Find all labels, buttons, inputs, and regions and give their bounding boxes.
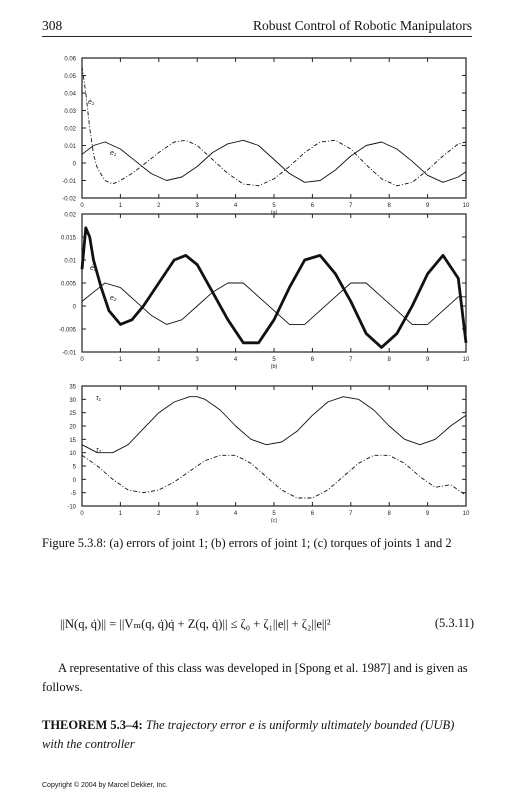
series-line-0-0 bbox=[81, 66, 467, 187]
y-tick-label: 0 bbox=[73, 305, 77, 311]
y-tick-label: -0.01 bbox=[62, 179, 76, 185]
y-tick-label: 15 bbox=[69, 438, 76, 444]
x-tick-label: 1 bbox=[119, 203, 123, 209]
theorem-block: THEOREM 5.3–4: The trajectory error e is… bbox=[42, 716, 474, 754]
y-tick-label: 0.005 bbox=[61, 282, 77, 288]
curve-annotation: ė₂ bbox=[90, 265, 97, 272]
x-tick-label: 2 bbox=[157, 203, 161, 209]
x-tick-label: 5 bbox=[272, 203, 276, 209]
x-tick-label: 4 bbox=[234, 511, 238, 517]
y-tick-label: 0.01 bbox=[64, 144, 76, 150]
y-tick-label: 0.015 bbox=[61, 236, 77, 242]
x-tick-label: 3 bbox=[196, 203, 200, 209]
x-tick-label: 7 bbox=[349, 203, 353, 209]
x-tick-label: 7 bbox=[349, 357, 353, 363]
x-tick-label: 0 bbox=[80, 511, 84, 517]
x-tick-label: 6 bbox=[311, 203, 315, 209]
x-tick-label: 10 bbox=[463, 357, 470, 363]
curve-annotation: τ₁ bbox=[96, 395, 102, 402]
theorem-text: The trajectory error e is uniformly ulti… bbox=[42, 718, 455, 751]
equation-body: ||N(q, q̇)|| = ||Vₘ(q, q̇)q̇ + Z(q, q̇)|… bbox=[60, 617, 331, 631]
y-tick-label: -0.005 bbox=[59, 328, 77, 334]
curve-annotation: e₂ bbox=[110, 295, 117, 302]
y-tick-label: 10 bbox=[69, 451, 76, 457]
equation-number: (5.3.11) bbox=[434, 616, 474, 630]
x-tick-label: 1 bbox=[119, 357, 123, 363]
plot-frame-2 bbox=[81, 385, 467, 507]
y-tick-label: -0.02 bbox=[62, 197, 76, 203]
plot-frame-0 bbox=[81, 57, 467, 199]
x-tick-label: 8 bbox=[388, 511, 392, 517]
y-tick-label: 0.03 bbox=[64, 109, 76, 115]
series-line-0-1 bbox=[81, 139, 467, 183]
copyright-footer: Copyright © 2004 by Marcel Dekker, Inc. bbox=[42, 782, 168, 789]
x-tick-label: 10 bbox=[463, 511, 470, 517]
y-tick-label: 0.01 bbox=[64, 259, 76, 265]
y-tick-label: -10 bbox=[67, 505, 76, 511]
x-tick-label: 9 bbox=[426, 357, 430, 363]
page-number: 308 bbox=[42, 18, 63, 33]
x-tick-label: 9 bbox=[426, 511, 430, 517]
figure-caption: Figure 5.3.8: (a) errors of joint 1; (b)… bbox=[42, 536, 452, 550]
equation-5-3-11: ||N(q, q̇)|| = ||Vₘ(q, q̇)q̇ + Z(q, q̇)|… bbox=[60, 616, 474, 632]
x-tick-label: 3 bbox=[196, 511, 200, 517]
x-tick-label: 4 bbox=[234, 203, 238, 209]
body-paragraph: A representative of this class was devel… bbox=[42, 661, 468, 694]
curve-annotation: e₁ bbox=[110, 150, 117, 157]
x-tick-label: 6 bbox=[311, 357, 315, 363]
y-tick-label: 30 bbox=[69, 398, 76, 404]
panel-label: (c) bbox=[271, 518, 278, 524]
curve-annotation: τ₂ bbox=[96, 447, 102, 454]
y-tick-label: -5 bbox=[71, 491, 77, 497]
x-tick-label: 1 bbox=[119, 511, 123, 517]
y-tick-label: 0.06 bbox=[64, 57, 76, 63]
y-tick-label: 35 bbox=[69, 385, 76, 391]
figure-5-3-8: 0.06 0.05 0.04 0.03 0.02 0.01 0 -0.01 -0.02 0 1 2 3 4… bbox=[59, 57, 470, 525]
panel-label: (b) bbox=[271, 364, 278, 370]
x-tick-label: 4 bbox=[234, 357, 238, 363]
y-tick-label: 25 bbox=[69, 411, 76, 417]
y-tick-label: 0 bbox=[73, 162, 77, 168]
x-tick-label: 0 bbox=[80, 203, 84, 209]
series-line-2-0 bbox=[81, 396, 467, 454]
x-tick-label: 0 bbox=[80, 357, 84, 363]
x-tick-label: 8 bbox=[388, 357, 392, 363]
y-tick-label: 5 bbox=[73, 465, 77, 471]
y-tick-label: 0.05 bbox=[64, 74, 76, 80]
x-tick-label: 9 bbox=[426, 203, 430, 209]
curve-annotation: ė₁ bbox=[88, 99, 95, 106]
x-tick-label: 8 bbox=[388, 203, 392, 209]
x-tick-label: 5 bbox=[272, 357, 276, 363]
y-tick-label: 0.04 bbox=[64, 92, 76, 98]
x-tick-label: 3 bbox=[196, 357, 200, 363]
running-header: 308 Robust Control of Robotic Manipulato… bbox=[42, 16, 472, 37]
y-tick-label: 0.02 bbox=[64, 213, 76, 219]
x-tick-label: 2 bbox=[157, 357, 161, 363]
y-tick-label: 0.02 bbox=[64, 127, 76, 133]
y-tick-label: 0 bbox=[73, 478, 77, 484]
y-tick-label: 20 bbox=[69, 425, 76, 431]
x-tick-label: 10 bbox=[463, 203, 470, 209]
x-tick-label: 6 bbox=[311, 511, 315, 517]
x-tick-label: 5 bbox=[272, 511, 276, 517]
panel-label: (a) bbox=[271, 210, 278, 216]
theorem-label: THEOREM 5.3–4: bbox=[42, 718, 143, 732]
x-tick-label: 2 bbox=[157, 511, 161, 517]
x-tick-label: 7 bbox=[349, 511, 353, 517]
series-line-1-0 bbox=[80, 226, 468, 349]
y-tick-label: -0.01 bbox=[62, 351, 76, 357]
plot-frame-1 bbox=[81, 213, 467, 353]
running-title: Robust Control of Robotic Manipulators bbox=[253, 18, 472, 33]
series-line-2-1 bbox=[81, 454, 467, 499]
